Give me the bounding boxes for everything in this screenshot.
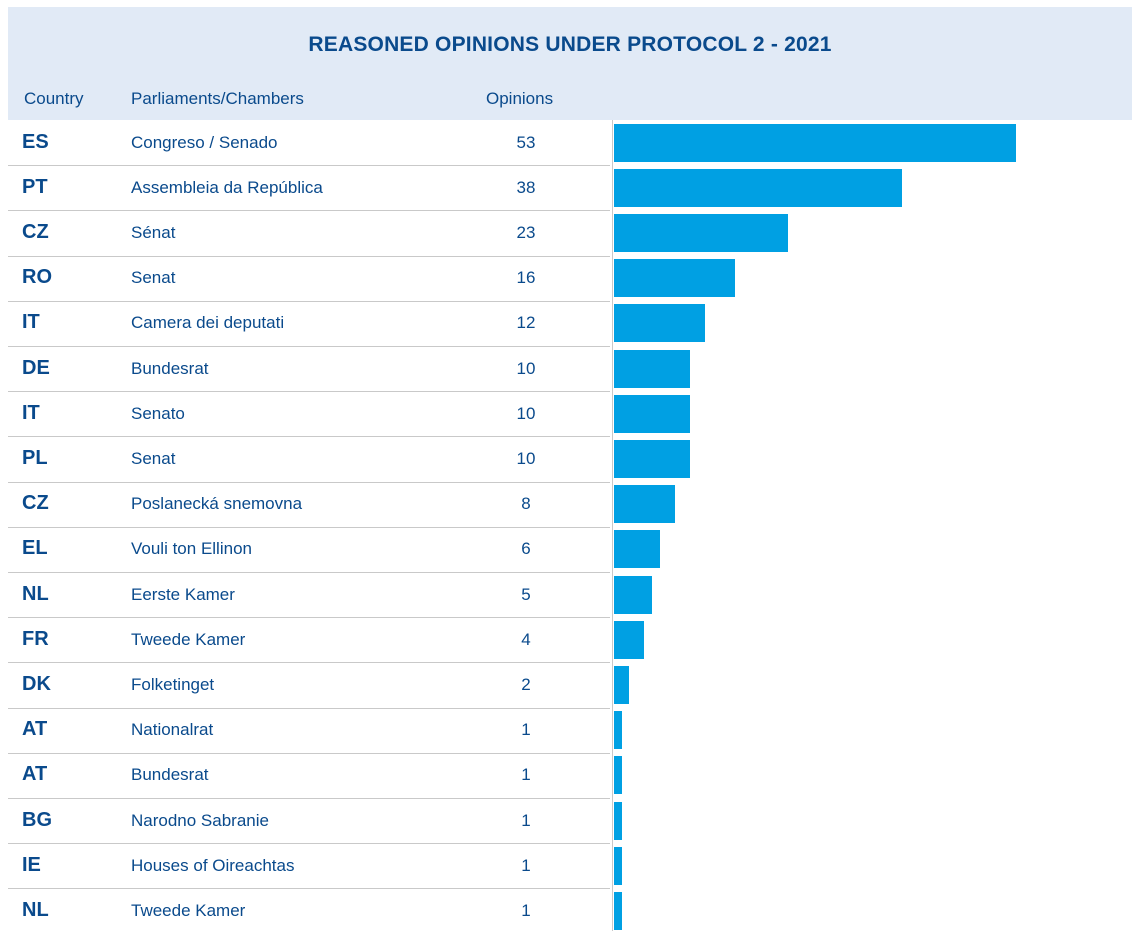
opinion-count: 12 bbox=[516, 313, 536, 332]
bar bbox=[614, 802, 622, 840]
parliament-name: Senat bbox=[131, 449, 176, 468]
parliament-name: Houses of Oireachtas bbox=[131, 856, 295, 875]
opinion-count: 10 bbox=[516, 449, 536, 468]
bar bbox=[614, 350, 690, 388]
row-divider bbox=[8, 165, 610, 166]
parliament-name: Folketinget bbox=[131, 675, 215, 694]
parliament-name: Senat bbox=[131, 268, 176, 287]
opinion-count: 10 bbox=[516, 404, 536, 423]
column-header-country: Country bbox=[24, 89, 84, 108]
parliament-name: Sénat bbox=[131, 223, 176, 242]
country-code: CZ bbox=[22, 492, 49, 514]
country-code: IE bbox=[22, 854, 41, 876]
parliament-name: Bundesrat bbox=[131, 765, 209, 784]
opinion-count: 1 bbox=[521, 811, 531, 830]
row-divider bbox=[8, 436, 610, 437]
opinion-count: 8 bbox=[521, 494, 531, 513]
divider-line bbox=[612, 120, 613, 931]
bar bbox=[614, 666, 629, 704]
bar bbox=[614, 485, 675, 523]
row-divider bbox=[8, 617, 610, 618]
country-code: DE bbox=[22, 357, 50, 379]
country-code: NL bbox=[22, 899, 49, 921]
opinion-count: 1 bbox=[521, 901, 531, 920]
bar bbox=[614, 169, 902, 207]
parliament-name: Tweede Kamer bbox=[131, 630, 246, 649]
bar bbox=[614, 847, 622, 885]
opinion-count: 38 bbox=[516, 178, 536, 197]
chart-title: REASONED OPINIONS UNDER PROTOCOL 2 - 202… bbox=[308, 33, 832, 56]
row-divider bbox=[8, 210, 610, 211]
row-divider bbox=[8, 301, 610, 302]
bar bbox=[614, 530, 660, 568]
row-divider bbox=[8, 662, 610, 663]
chart-body: ES Congreso / Senado 53 PT Assembleia da Rep… bbox=[8, 120, 1132, 931]
bar bbox=[614, 621, 644, 659]
country-code: BG bbox=[22, 809, 52, 831]
row-divider bbox=[8, 798, 610, 799]
opinion-count: 1 bbox=[521, 720, 531, 739]
country-code: NL bbox=[22, 583, 49, 605]
parliament-name: Narodno Sabranie bbox=[131, 811, 269, 830]
bar bbox=[614, 124, 1016, 162]
parliament-name: Nationalrat bbox=[131, 720, 214, 739]
opinion-count: 10 bbox=[516, 359, 536, 378]
country-code: EL bbox=[22, 537, 48, 559]
bar bbox=[614, 711, 622, 749]
row-divider bbox=[8, 888, 610, 889]
bar bbox=[614, 395, 690, 433]
parliament-name: Vouli ton Ellinon bbox=[131, 539, 252, 558]
parliament-name: Senato bbox=[131, 404, 185, 423]
opinion-count: 23 bbox=[516, 223, 536, 242]
country-code: AT bbox=[22, 718, 48, 740]
column-header-parliaments: Parliaments/Chambers bbox=[131, 89, 304, 108]
country-code: CZ bbox=[22, 221, 49, 243]
row-divider bbox=[8, 256, 610, 257]
country-code: PL bbox=[22, 447, 48, 469]
country-code: FR bbox=[22, 628, 49, 650]
row-divider bbox=[8, 391, 610, 392]
country-code: DK bbox=[22, 673, 51, 695]
row-divider bbox=[8, 572, 610, 573]
country-code: IT bbox=[22, 311, 40, 333]
bar bbox=[614, 259, 735, 297]
parliament-name: Tweede Kamer bbox=[131, 901, 246, 920]
opinion-count: 4 bbox=[521, 630, 531, 649]
bar bbox=[614, 756, 622, 794]
parliament-name: Poslanecká snemovna bbox=[131, 494, 303, 513]
country-code: RO bbox=[22, 266, 52, 288]
row-divider bbox=[8, 753, 610, 754]
opinion-count: 1 bbox=[521, 765, 531, 784]
parliament-name: Assembleia da República bbox=[131, 178, 323, 197]
parliament-name: Congreso / Senado bbox=[131, 133, 278, 152]
parliament-name: Bundesrat bbox=[131, 359, 209, 378]
country-code: AT bbox=[22, 763, 48, 785]
bar bbox=[614, 892, 622, 930]
opinion-count: 1 bbox=[521, 856, 531, 875]
row-divider bbox=[8, 482, 610, 483]
opinion-count: 53 bbox=[516, 133, 536, 152]
country-code: IT bbox=[22, 402, 40, 424]
country-code: ES bbox=[22, 131, 49, 153]
row-divider bbox=[8, 843, 610, 844]
parliament-name: Eerste Kamer bbox=[131, 585, 235, 604]
bar bbox=[614, 576, 652, 614]
column-header-opinions: Opinions bbox=[486, 89, 554, 108]
bar bbox=[614, 214, 788, 252]
country-code: PT bbox=[22, 176, 48, 198]
opinion-count: 6 bbox=[521, 539, 531, 558]
bar bbox=[614, 440, 690, 478]
header-band bbox=[8, 7, 1132, 120]
opinion-count: 2 bbox=[521, 675, 531, 694]
bar bbox=[614, 304, 705, 342]
opinion-count: 5 bbox=[521, 585, 531, 604]
row-divider bbox=[8, 708, 610, 709]
opinion-count: 16 bbox=[516, 268, 536, 287]
parliament-name: Camera dei deputati bbox=[131, 313, 285, 332]
row-divider bbox=[8, 346, 610, 347]
row-divider bbox=[8, 527, 610, 528]
